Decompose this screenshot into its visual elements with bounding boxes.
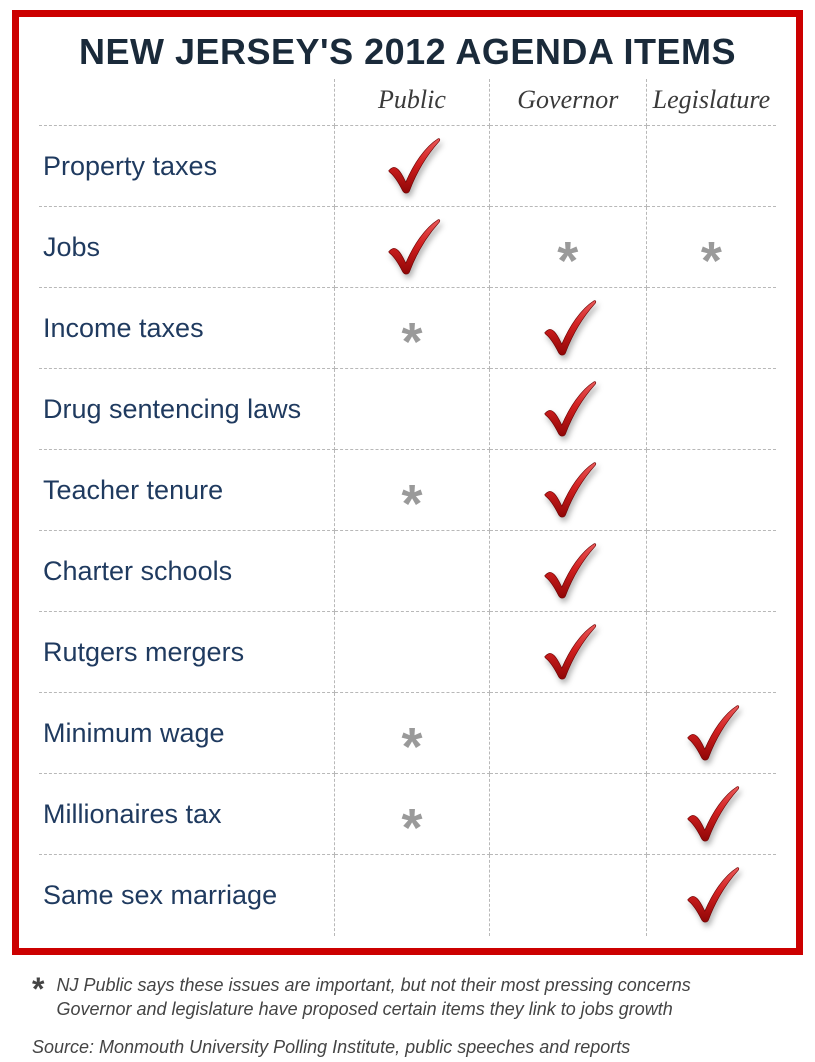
source-line: Source: Monmouth University Polling Inst… (12, 1023, 803, 1062)
cell-legislature (646, 288, 776, 369)
cell-governor (489, 288, 646, 369)
cell-public (335, 855, 490, 936)
table-row: Same sex marriage (39, 855, 776, 936)
check-icon (381, 135, 443, 197)
cell-legislature (646, 774, 776, 855)
table-header-row: Public Governor Legislature (39, 79, 776, 126)
check-icon (537, 621, 599, 683)
row-label: Rutgers mergers (39, 612, 335, 693)
cell-governor (489, 693, 646, 774)
table-row: Teacher tenure * (39, 450, 776, 531)
table-row: Millionaires tax * (39, 774, 776, 855)
header-blank (39, 79, 335, 126)
cell-legislature (646, 126, 776, 207)
cell-governor (489, 450, 646, 531)
check-icon (537, 540, 599, 602)
row-label: Jobs (39, 207, 335, 288)
header-legislature: Legislature (646, 79, 776, 126)
cell-public (335, 531, 490, 612)
table-row: Rutgers mergers (39, 612, 776, 693)
table-row: Income taxes * (39, 288, 776, 369)
cell-legislature (646, 369, 776, 450)
cell-governor (489, 531, 646, 612)
cell-governor: * (489, 207, 646, 288)
cell-legislature (646, 612, 776, 693)
cell-public (335, 612, 490, 693)
cell-public (335, 369, 490, 450)
row-label: Property taxes (39, 126, 335, 207)
row-label: Minimum wage (39, 693, 335, 774)
row-label: Drug sentencing laws (39, 369, 335, 450)
cell-public: * (335, 693, 490, 774)
row-label: Income taxes (39, 288, 335, 369)
footnote-star-icon: * (32, 973, 44, 1005)
cell-governor (489, 855, 646, 936)
table-body: Property taxesJobs * * Income taxes * Drug se… (39, 126, 776, 936)
check-icon (537, 297, 599, 359)
cell-public: * (335, 774, 490, 855)
cell-governor (489, 774, 646, 855)
row-label: Teacher tenure (39, 450, 335, 531)
footnote-block: * NJ Public says these issues are import… (12, 955, 803, 1024)
asterisk-icon: * (401, 474, 422, 534)
cell-legislature (646, 693, 776, 774)
footnote-text: NJ Public says these issues are importan… (56, 967, 690, 1022)
header-governor: Governor (489, 79, 646, 126)
cell-governor (489, 369, 646, 450)
footnote-line-1: NJ Public says these issues are importan… (56, 973, 690, 997)
asterisk-icon: * (701, 231, 722, 291)
cell-public (335, 207, 490, 288)
header-public: Public (335, 79, 490, 126)
row-label: Charter schools (39, 531, 335, 612)
asterisk-icon: * (557, 231, 578, 291)
cell-public: * (335, 288, 490, 369)
agenda-table-frame: NEW JERSEY'S 2012 AGENDA ITEMS Public Go… (12, 10, 803, 955)
check-icon (680, 864, 742, 926)
cell-public: * (335, 450, 490, 531)
asterisk-icon: * (401, 312, 422, 372)
check-icon (537, 459, 599, 521)
agenda-table: Public Governor Legislature Property tax… (39, 79, 776, 936)
footnote-line-2: Governor and legislature have proposed c… (56, 997, 690, 1021)
cell-legislature (646, 450, 776, 531)
row-label: Millionaires tax (39, 774, 335, 855)
check-icon (680, 702, 742, 764)
table-row: Charter schools (39, 531, 776, 612)
asterisk-icon: * (401, 717, 422, 777)
table-row: Minimum wage * (39, 693, 776, 774)
cell-legislature (646, 531, 776, 612)
table-row: Drug sentencing laws (39, 369, 776, 450)
cell-legislature: * (646, 207, 776, 288)
cell-governor (489, 126, 646, 207)
cell-legislature (646, 855, 776, 936)
cell-public (335, 126, 490, 207)
row-label: Same sex marriage (39, 855, 335, 936)
asterisk-icon: * (401, 798, 422, 858)
table-row: Property taxes (39, 126, 776, 207)
check-icon (680, 783, 742, 845)
cell-governor (489, 612, 646, 693)
check-icon (381, 216, 443, 278)
page-title: NEW JERSEY'S 2012 AGENDA ITEMS (39, 31, 776, 73)
check-icon (537, 378, 599, 440)
table-row: Jobs * * (39, 207, 776, 288)
